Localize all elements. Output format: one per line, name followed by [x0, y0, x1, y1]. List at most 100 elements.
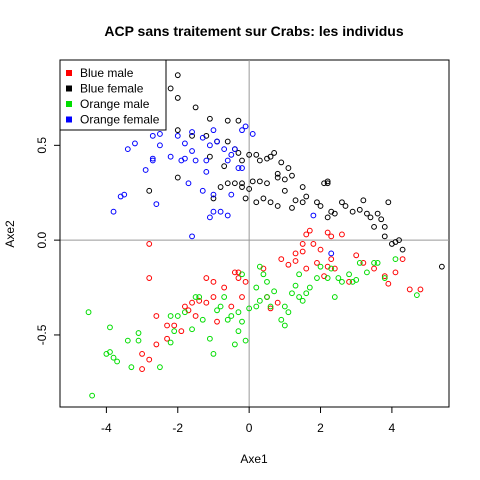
data-point-series-3	[185, 180, 192, 187]
data-point-series-1	[256, 157, 263, 164]
data-point-series-0	[164, 335, 170, 342]
data-point-series-1	[299, 184, 306, 190]
data-point-series-2	[182, 309, 188, 316]
data-point-series-1	[324, 178, 331, 185]
data-point-series-1	[224, 180, 231, 187]
data-point-series-1	[224, 117, 231, 124]
data-point-series-2	[214, 307, 220, 314]
data-point-series-1	[253, 151, 260, 158]
data-point-series-3	[231, 146, 238, 153]
data-point-series-2	[303, 290, 310, 297]
legend-label: Orange female	[80, 113, 160, 127]
data-point-series-1	[317, 203, 324, 209]
data-point-series-3	[224, 212, 231, 219]
data-point-series-0	[371, 265, 377, 272]
data-point-series-1	[278, 159, 285, 166]
x-tick-label: -2	[172, 421, 183, 435]
data-point-series-0	[353, 252, 360, 259]
data-point-series-0	[328, 233, 335, 240]
data-point-series-3	[142, 167, 149, 173]
x-axis: -4 -2 0 2 4	[101, 406, 396, 435]
data-point-series-3	[249, 131, 256, 137]
y-axis: -0.5 0.0 0.5	[35, 137, 61, 345]
data-point-series-0	[146, 241, 153, 247]
data-point-series-0	[228, 303, 235, 310]
data-point-series-1	[396, 237, 402, 244]
data-point-series-1	[246, 186, 253, 192]
data-point-series-3	[235, 165, 242, 171]
data-point-series-3	[174, 132, 181, 139]
data-point-series-2	[171, 328, 178, 335]
data-point-series-0	[360, 259, 367, 266]
legend-label: Blue female	[80, 82, 144, 96]
data-point-series-3	[328, 250, 335, 257]
data-point-series-0	[274, 299, 281, 306]
x-tick-label: 0	[246, 421, 253, 435]
data-point-series-1	[374, 210, 381, 217]
data-point-series-2	[192, 294, 199, 300]
data-point-series-1	[256, 178, 263, 185]
data-point-series-0	[317, 246, 324, 253]
data-point-series-1	[371, 223, 377, 230]
reference-lines	[60, 60, 449, 407]
data-point-series-2	[103, 351, 110, 357]
data-point-series-3	[153, 201, 160, 208]
data-point-series-0	[299, 241, 306, 247]
data-point-series-2	[381, 275, 388, 281]
data-point-series-1	[331, 210, 338, 217]
data-point-series-2	[328, 265, 335, 272]
data-point-series-3	[167, 153, 174, 160]
data-point-series-0	[196, 297, 203, 304]
data-point-series-0	[139, 351, 145, 357]
data-point-series-2	[374, 259, 381, 266]
data-point-series-2	[306, 284, 313, 291]
data-point-series-3	[210, 208, 217, 215]
data-point-series-2	[228, 313, 235, 319]
data-point-series-3	[149, 155, 156, 162]
data-point-series-1	[274, 174, 281, 181]
data-point-series-3	[157, 131, 163, 137]
data-point-series-2	[339, 278, 345, 285]
data-point-series-1	[260, 195, 267, 202]
data-point-series-2	[221, 294, 228, 300]
data-point-series-0	[139, 366, 145, 372]
data-point-series-2	[157, 364, 163, 371]
data-point-series-1	[299, 199, 306, 206]
data-point-series-1	[281, 176, 288, 183]
data-point-series-3	[132, 140, 138, 147]
data-point-series-2	[260, 271, 267, 278]
data-point-series-2	[292, 282, 299, 289]
data-point-series-1	[438, 263, 445, 270]
data-point-series-0	[214, 318, 220, 325]
data-point-series-3	[221, 146, 228, 153]
legend-swatch	[66, 116, 72, 123]
data-point-series-1	[385, 199, 392, 206]
data-point-series-0	[235, 275, 242, 281]
data-point-series-0	[314, 259, 320, 266]
data-point-series-3	[206, 142, 213, 149]
data-point-series-0	[328, 256, 335, 262]
data-point-series-0	[292, 250, 299, 257]
data-point-series-3	[157, 142, 163, 149]
data-point-series-1	[235, 150, 242, 156]
chart-title: ACP sans traitement sur Crabs: les indiv…	[104, 23, 403, 39]
data-point-series-1	[192, 104, 199, 111]
data-point-series-1	[339, 199, 345, 206]
data-point-series-1	[364, 210, 370, 217]
data-point-series-2	[189, 326, 195, 333]
data-point-series-1	[221, 163, 228, 170]
data-point-series-0	[339, 231, 345, 238]
data-point-series-1	[267, 199, 274, 206]
data-point-series-3	[217, 208, 224, 215]
data-point-series-0	[310, 241, 317, 247]
data-point-series-1	[274, 170, 281, 177]
data-point-series-1	[367, 214, 374, 221]
data-point-series-2	[256, 263, 263, 270]
data-point-series-1	[231, 180, 238, 187]
data-point-series-0	[306, 227, 313, 234]
data-point-series-3	[124, 146, 131, 153]
data-point-series-0	[392, 269, 399, 276]
legend-label: Blue male	[80, 66, 134, 80]
data-point-series-3	[199, 187, 206, 194]
data-point-series-2	[356, 259, 363, 266]
